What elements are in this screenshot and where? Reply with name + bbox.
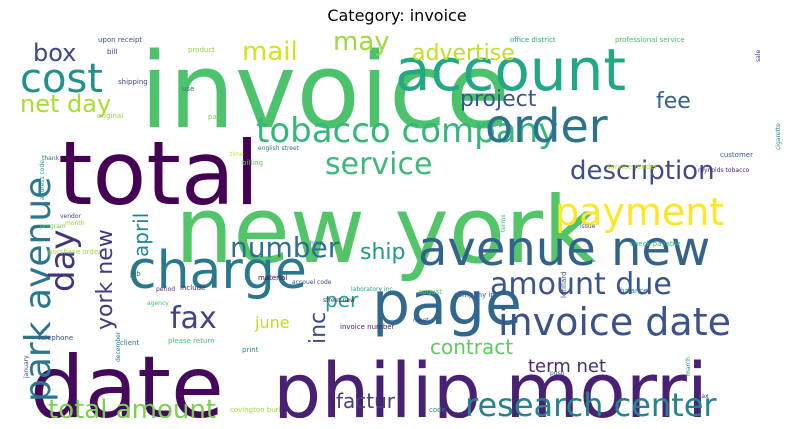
word-box: box [33,39,76,67]
word-print: print [242,346,259,354]
word-factur: factur [336,389,396,413]
word-use: use [182,85,194,93]
word-cloud: invoice new york total date philip morri acco… [20,32,782,418]
word-new-york: new york [175,177,597,284]
word-telephone: telephone [38,334,73,342]
word-reynolds-tobacco: reynolds tobacco [698,167,750,174]
word-january: january [23,355,30,379]
word-per: per [325,288,359,312]
word-lorillard: lorillard [560,272,568,298]
word-day: day [43,229,83,292]
word-inc: inc [306,312,331,344]
word-avenue-new: avenue new [418,221,710,277]
word-may: may [333,32,390,57]
word-purchase-order: purchase order [48,248,101,256]
word-agency: agency [147,300,169,307]
word-tobacco-company: tobacco company [256,111,558,151]
word-payment: payment [555,190,724,234]
word-month: month [65,220,85,227]
word-total-amount: total amount [48,395,216,418]
word-please-return: please return [168,337,215,345]
word-accouel-code: accouel code [292,279,332,286]
word-account: account [395,36,626,104]
word-code: code [429,406,446,414]
word-meet: meet [413,317,429,324]
word-original: original [97,112,123,120]
word-include: include [180,284,205,292]
word-upon-receipt: upon receipt [98,36,142,44]
word-order: order [485,99,608,153]
word-balance: balance [620,287,648,295]
word-fax: fax [170,301,217,336]
word-billing: billing [242,159,263,167]
word-push: push [550,370,565,377]
word-english-street: english street [258,145,300,152]
chart-title: Category: invoice [327,6,467,25]
word-service: service [325,147,432,182]
word-client: client [120,339,139,347]
word-terms: terms [500,215,507,232]
word-date: date [30,338,224,418]
word-invoice-number: invoice number [340,323,395,331]
word-thank: thank [42,155,60,162]
word-research-center: research center [465,386,717,418]
word-page: page [372,269,522,339]
word-issue: issue [580,223,596,230]
word-cost: cost [20,56,103,102]
word-amount-due: amount due [490,267,672,302]
word-laboratory-inc: laboratory inc [351,286,393,293]
word-description: description [570,156,715,186]
word-office-district: office district [510,36,556,44]
word-fee: fee [656,89,691,114]
word-term-net: term net [528,356,606,377]
word-invoice-date: invoice date [498,300,731,344]
word-number: number [230,231,340,264]
word-august: august [418,288,442,296]
word-contract: contract [430,335,513,359]
word-philip-morri: philip morri [273,346,708,418]
word-net-day: net day [20,90,111,118]
word-park-avenue: park avenue [20,177,59,402]
word-ship: ship [360,240,405,265]
word-tax: tax [699,393,709,400]
word-time: time [230,151,244,158]
word-street-new: street new [323,297,355,304]
word-shipping: shipping [118,78,148,86]
word-check-payable: check payable [630,240,681,248]
word-march: march [685,357,692,376]
word-project: project [460,87,537,112]
word-material: material [258,274,287,282]
word-service-render: service render [607,163,658,171]
word-sale: sale [755,50,762,62]
word-york-new: york new [93,229,118,330]
word-hour: hour [310,240,324,247]
word-customer: customer [720,151,753,159]
word-december: december [115,331,122,362]
word-job: job [129,270,141,278]
word-pay: pay [208,113,221,121]
word-charge: charge [128,241,307,301]
word-advertise: advertise [412,41,515,66]
word-vendor: vendor [60,213,82,220]
word-cigarette: cigarette [775,123,782,150]
word-june: june [254,313,290,332]
word-mail: mail [242,37,298,67]
word-bill: bill [107,48,117,56]
word-period: period [156,286,175,293]
word-total: total [58,122,259,225]
word-covington-burl: covington burl [230,406,281,414]
word-address-code: address code [39,160,46,200]
word-program: program [40,223,66,230]
word-product: product [188,46,215,54]
word-invoice: invoice [140,32,510,152]
word-company-inc: company inc [454,291,499,299]
word-april: april [129,213,153,257]
word-professional-service: professional service [615,36,685,44]
